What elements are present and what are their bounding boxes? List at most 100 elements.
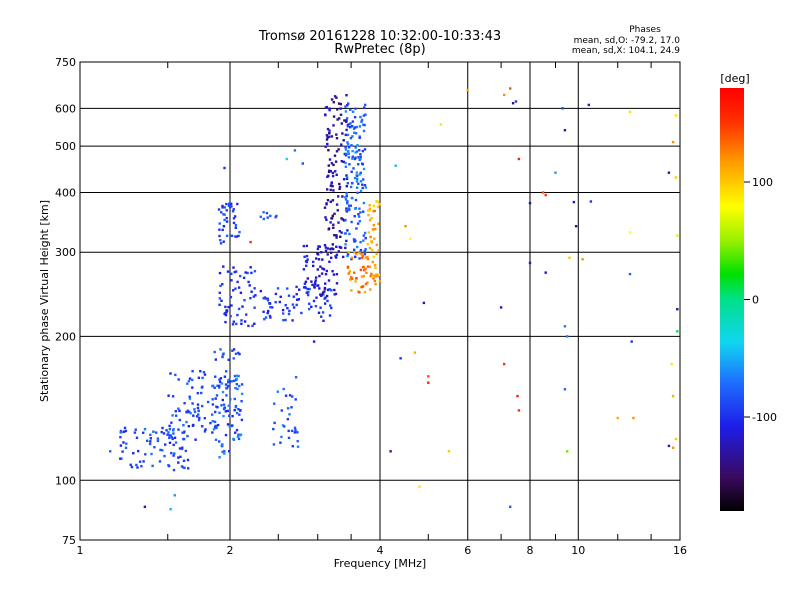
data-point bbox=[319, 293, 322, 296]
data-point bbox=[331, 199, 335, 202]
data-point bbox=[350, 257, 353, 261]
data-point bbox=[355, 174, 358, 177]
data-point bbox=[222, 240, 225, 243]
data-point bbox=[293, 149, 297, 152]
data-point bbox=[333, 95, 337, 98]
data-point bbox=[302, 268, 306, 271]
data-point bbox=[326, 253, 329, 256]
data-point bbox=[566, 335, 569, 338]
data-point bbox=[528, 261, 532, 265]
data-point bbox=[166, 433, 169, 436]
data-point bbox=[360, 120, 363, 123]
data-point bbox=[363, 291, 367, 294]
data-point bbox=[320, 315, 323, 318]
data-point bbox=[369, 235, 372, 239]
data-point bbox=[372, 223, 375, 227]
data-point bbox=[365, 271, 368, 274]
data-point bbox=[354, 198, 358, 202]
data-point bbox=[170, 421, 173, 424]
data-point bbox=[341, 195, 344, 198]
data-point bbox=[152, 430, 155, 433]
data-point bbox=[164, 443, 167, 446]
data-point bbox=[376, 200, 379, 203]
data-point bbox=[294, 376, 298, 379]
data-point bbox=[209, 421, 212, 425]
data-point bbox=[186, 458, 190, 462]
data-point bbox=[367, 209, 370, 212]
data-point bbox=[273, 421, 276, 425]
data-point bbox=[222, 407, 226, 411]
data-point bbox=[142, 460, 145, 463]
data-point bbox=[326, 188, 329, 191]
data-point bbox=[187, 467, 190, 470]
data-point bbox=[156, 437, 160, 440]
data-point bbox=[266, 299, 270, 302]
data-point bbox=[362, 266, 365, 269]
data-point bbox=[323, 206, 327, 209]
data-point bbox=[233, 409, 236, 412]
data-point bbox=[202, 371, 206, 374]
data-point bbox=[214, 424, 218, 428]
data-point bbox=[334, 170, 337, 173]
data-point bbox=[355, 186, 359, 189]
data-point bbox=[326, 136, 329, 139]
data-point bbox=[232, 289, 235, 292]
data-point bbox=[329, 248, 332, 251]
data-point bbox=[233, 215, 237, 218]
data-point bbox=[211, 384, 215, 387]
data-point bbox=[200, 386, 204, 389]
data-point bbox=[427, 381, 430, 384]
data-point bbox=[544, 271, 547, 274]
data-point bbox=[224, 410, 227, 413]
data-point bbox=[220, 382, 224, 385]
data-point bbox=[318, 287, 321, 290]
data-point bbox=[363, 184, 367, 187]
data-point bbox=[249, 240, 252, 244]
x-tick-label: 16 bbox=[673, 544, 687, 557]
data-point bbox=[630, 340, 633, 343]
data-point bbox=[338, 182, 341, 186]
data-point bbox=[358, 207, 361, 210]
data-point bbox=[231, 210, 235, 213]
data-point bbox=[325, 138, 329, 141]
data-point bbox=[171, 437, 174, 441]
data-point bbox=[372, 204, 375, 207]
data-point bbox=[134, 428, 137, 431]
data-point bbox=[359, 240, 362, 244]
data-point bbox=[253, 322, 256, 325]
data-point bbox=[328, 288, 331, 291]
data-point bbox=[325, 269, 328, 273]
data-point bbox=[308, 307, 311, 311]
data-point bbox=[359, 171, 362, 175]
data-point bbox=[375, 252, 378, 256]
data-point bbox=[674, 437, 678, 441]
data-point bbox=[344, 148, 348, 151]
data-point bbox=[124, 429, 128, 433]
data-point bbox=[350, 170, 353, 173]
data-point bbox=[294, 428, 297, 432]
data-point bbox=[186, 382, 189, 385]
data-point bbox=[178, 447, 182, 450]
data-point bbox=[196, 403, 200, 406]
data-point bbox=[121, 450, 124, 453]
data-point bbox=[372, 255, 375, 259]
data-point bbox=[368, 207, 372, 211]
data-point bbox=[362, 239, 365, 242]
data-point bbox=[389, 450, 392, 453]
data-point bbox=[267, 309, 270, 313]
data-point bbox=[344, 208, 348, 212]
data-point bbox=[294, 398, 297, 401]
axis-ticks bbox=[167, 62, 652, 540]
data-point bbox=[305, 244, 308, 248]
data-point bbox=[222, 265, 225, 268]
data-point bbox=[227, 380, 230, 384]
data-point bbox=[288, 394, 292, 397]
data-point bbox=[358, 125, 362, 128]
data-point bbox=[219, 348, 222, 351]
data-point bbox=[343, 119, 346, 122]
data-point bbox=[344, 243, 347, 246]
data-point bbox=[370, 216, 373, 220]
data-point bbox=[222, 414, 225, 418]
data-point bbox=[307, 291, 310, 294]
